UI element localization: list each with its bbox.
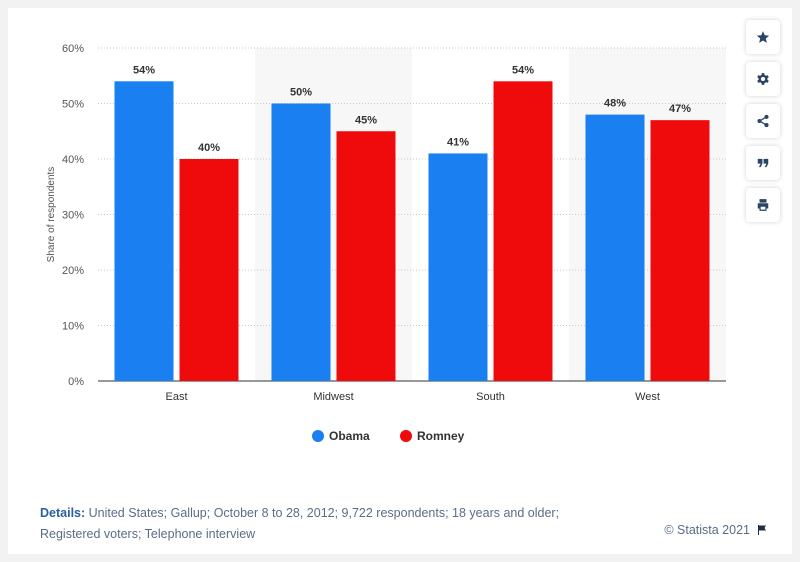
cite-button[interactable] <box>746 146 780 180</box>
y-tick-label: 0% <box>68 376 84 388</box>
data-label: 48% <box>604 98 626 110</box>
y-tick-label: 10% <box>62 321 84 333</box>
legend-label: Obama <box>329 429 370 443</box>
details-label: Details: <box>40 506 86 520</box>
data-label: 50% <box>290 87 312 99</box>
details-text: United States; Gallup; October 8 to 28, … <box>40 506 560 541</box>
bar <box>585 114 645 381</box>
share-icon <box>757 114 769 128</box>
data-label: 40% <box>198 142 220 154</box>
bar <box>179 159 239 381</box>
settings-button[interactable] <box>746 62 780 96</box>
legend-label: Romney <box>417 429 465 443</box>
data-label: 41% <box>447 136 469 148</box>
statista-credit[interactable]: © Statista 2021 <box>664 523 768 537</box>
toolbar <box>746 20 796 230</box>
x-tick-label: West <box>635 391 660 403</box>
details-note: Details: United States; Gallup; October … <box>40 503 580 545</box>
gear-icon <box>757 73 769 85</box>
star-icon <box>756 31 770 43</box>
x-tick-label: East <box>165 391 187 403</box>
data-label: 47% <box>669 103 691 115</box>
data-label: 54% <box>512 64 534 76</box>
bar <box>336 131 396 381</box>
legend-marker <box>400 430 412 442</box>
y-tick-label: 40% <box>62 154 84 166</box>
y-tick-label: 50% <box>62 99 84 111</box>
chart-card: 0% 10% 20% 30% 40% 50% 60% Share of respondents… <box>8 8 792 554</box>
bar <box>271 103 331 381</box>
bar <box>428 153 488 381</box>
print-button[interactable] <box>746 188 780 222</box>
bar <box>650 120 710 382</box>
x-tick-label: Midwest <box>313 391 353 403</box>
quote-icon <box>757 158 769 168</box>
y-tick-label: 20% <box>62 265 84 277</box>
y-tick-label: 60% <box>62 43 84 55</box>
bar <box>493 81 553 382</box>
y-axis-label: Share of respondents <box>46 167 57 263</box>
legend-marker <box>312 430 324 442</box>
share-button[interactable] <box>746 104 780 138</box>
bar-chart: 0% 10% 20% 30% 40% 50% 60% Share of respondents… <box>46 43 726 443</box>
x-tick-label: South <box>476 391 505 403</box>
bar <box>114 81 174 382</box>
data-label: 54% <box>133 64 155 76</box>
credit-text: © Statista 2021 <box>664 523 750 537</box>
data-label: 45% <box>355 114 377 126</box>
y-tick-label: 30% <box>62 210 84 222</box>
print-icon <box>757 199 769 211</box>
favorite-button[interactable] <box>746 20 780 54</box>
flag-icon <box>758 525 766 535</box>
